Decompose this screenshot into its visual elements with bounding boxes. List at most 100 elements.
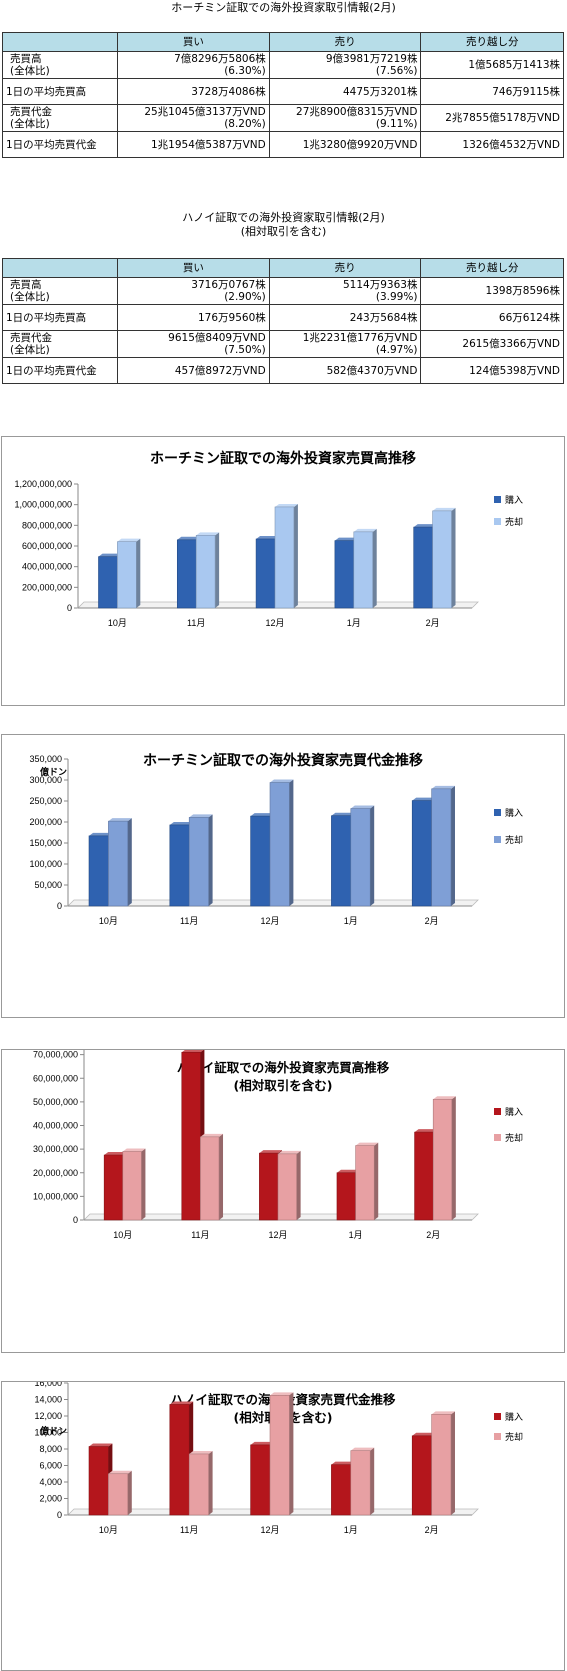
bar-sell	[269, 782, 290, 907]
y-tick-label: 1,200,000,000	[14, 479, 72, 489]
bar-sell	[431, 1414, 452, 1516]
bar-top	[189, 1450, 213, 1454]
y-tick-label: 10,000	[34, 1428, 62, 1438]
bar-side	[370, 1447, 375, 1515]
bar-sell	[350, 1450, 371, 1516]
bar-side	[219, 1133, 224, 1220]
bar-sell	[195, 535, 216, 609]
net-cell: 1326億4532万VND	[420, 131, 564, 158]
bar-top	[275, 503, 298, 507]
bar-top	[433, 1096, 456, 1100]
bar-top	[256, 535, 279, 539]
bar-top	[189, 814, 213, 818]
x-tick-label: 12月	[268, 1230, 287, 1240]
bar-side	[451, 507, 456, 608]
y-tick-label: 200,000,000	[22, 582, 72, 592]
bar-top	[108, 818, 132, 822]
y-tick-label: 600,000,000	[22, 541, 72, 551]
bar-side	[141, 1148, 146, 1220]
bar-sell	[432, 510, 452, 609]
table-header-empty	[1, 258, 119, 278]
buy-cell: 25兆1045億3137万VND (8.20%)	[117, 104, 270, 132]
legend-swatch	[494, 836, 501, 843]
row-label: 1日の平均売買代金	[1, 131, 119, 158]
bar-top	[259, 1150, 282, 1154]
bar-top	[413, 524, 437, 528]
bar-buy	[411, 1435, 432, 1516]
bar-top	[350, 1447, 375, 1451]
hcm-volume-chart-svg: ホーチミン証取での海外投資家売買高推移 0 200,000,000 400,000,0…	[14, 450, 523, 628]
bar-top	[169, 1401, 194, 1405]
bar-side	[215, 532, 220, 608]
table-header-buy: 買い	[117, 258, 270, 278]
table-row: 1日の平均売買高 3728万4086株 4475万3201株 746万9115株	[1, 78, 564, 105]
x-tick-label: 12月	[260, 1525, 279, 1535]
legend-label: 購入	[505, 807, 523, 818]
y-axis-unit: 億ドン	[40, 766, 67, 777]
bar-top	[414, 1129, 438, 1133]
legend-swatch	[494, 1108, 501, 1115]
sell-cell: 1兆3280億9920万VND	[268, 131, 422, 158]
bar-side	[127, 1470, 132, 1515]
buy-cell: 9615億8409万VND (7.50%)	[117, 330, 270, 358]
legend-swatch	[494, 518, 501, 525]
row-label: 売買高 (全体比)	[1, 51, 119, 79]
y-tick-label: 10,000,000	[33, 1191, 78, 1201]
table-header-sell: 売り	[268, 32, 422, 52]
row-label: 売買代金 (全体比)	[1, 104, 119, 132]
bar-sell	[188, 817, 209, 907]
table-header-row: 買い 売り 売り越し分	[1, 258, 564, 278]
table-row: 1日の平均売買高 176万9560株 243万5684株 66万6124株	[1, 304, 564, 331]
bar-buy	[259, 1152, 279, 1221]
bar-top	[432, 507, 456, 511]
bar-buy	[250, 1444, 271, 1516]
y-tick-label: 0	[57, 901, 62, 911]
x-tick-label: 2月	[426, 1230, 440, 1240]
bar-top	[278, 1150, 301, 1154]
net-cell: 124億5398万VND	[420, 357, 564, 384]
x-tick-label: 2月	[425, 1525, 439, 1535]
buy-cell: 3716万0767株 (2.90%)	[117, 277, 270, 305]
y-tick-label: 800,000,000	[22, 520, 72, 530]
bar-buy	[88, 835, 109, 907]
bar-sell	[117, 541, 137, 609]
y-tick-label: 30,000,000	[33, 1144, 78, 1154]
y-tick-label: 0	[57, 1510, 62, 1520]
bar-top	[200, 1133, 224, 1137]
legend-swatch	[494, 809, 501, 816]
y-tick-label: 300,000	[29, 775, 62, 785]
hn-volume-chart: ハノイ証取での海外投資家売買高推移 (相対取引を含む) 0 10,000,000 20,…	[1, 1049, 565, 1353]
bar-sell	[188, 1453, 209, 1516]
bar-buy	[334, 540, 355, 609]
bar-sell	[274, 506, 295, 609]
x-tick-label: 12月	[260, 916, 279, 926]
y-tick-label: 40,000,000	[33, 1121, 78, 1131]
sell-cell: 5114万9363株 (3.99%)	[268, 277, 422, 305]
sell-cell: 582億4370万VND	[268, 357, 422, 384]
table-header-net: 売り越し分	[420, 32, 564, 52]
y-axis-unit: 億ドン	[40, 1425, 67, 1436]
net-cell: 2兆7855億5178万VND	[420, 104, 564, 132]
x-tick-label: 12月	[265, 618, 284, 628]
y-tick-label: 2,000	[39, 1494, 62, 1504]
x-tick-label: 11月	[180, 916, 198, 926]
y-tick-label: 6,000	[39, 1461, 62, 1471]
bar-sell	[122, 1151, 142, 1221]
table-row: 1日の平均売買代金 1兆1954億5387万VND 1兆3280億9920万VN…	[1, 131, 564, 158]
legend-label: 購入	[505, 494, 523, 505]
net-cell: 1億5685万1413株	[420, 51, 564, 79]
bar-side	[296, 1150, 301, 1220]
table-header-row: 買い 売り 売り越し分	[1, 32, 564, 52]
sell-cell: 27兆8900億8315万VND (9.11%)	[268, 104, 422, 132]
bar-side	[208, 814, 213, 906]
bar-side	[289, 779, 294, 906]
x-tick-label: 2月	[426, 618, 440, 628]
bar-side	[208, 1450, 213, 1515]
chart-title: ホーチミン証取での海外投資家売買代金推移	[143, 752, 423, 769]
legend-label: 売却	[505, 834, 523, 845]
bar-buy	[250, 815, 271, 907]
bar-top	[196, 532, 220, 536]
y-tick-label: 400,000,000	[22, 562, 72, 572]
y-tick-label: 0	[73, 1215, 78, 1225]
